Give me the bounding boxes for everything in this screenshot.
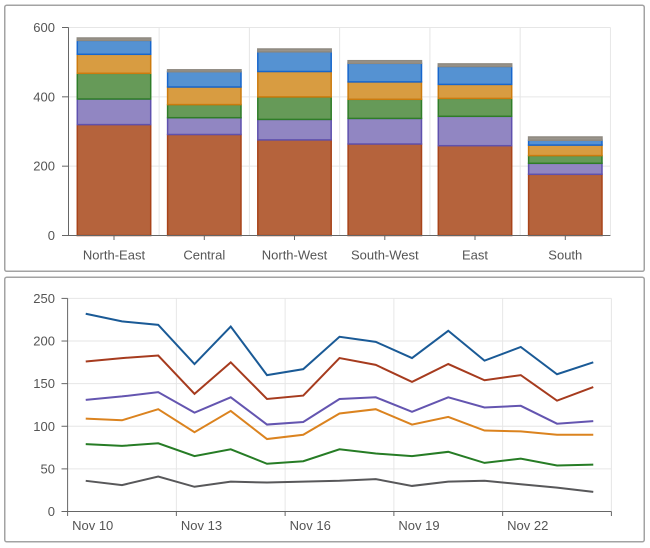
svg-text:100: 100: [33, 419, 55, 434]
svg-text:250: 250: [33, 291, 55, 306]
svg-text:South-West: South-West: [351, 248, 419, 263]
svg-text:600: 600: [33, 20, 55, 35]
svg-text:0: 0: [48, 504, 55, 519]
svg-text:Nov 22: Nov 22: [507, 518, 548, 533]
svg-text:0: 0: [48, 228, 55, 243]
svg-text:Nov 16: Nov 16: [290, 518, 331, 533]
svg-text:Nov 10: Nov 10: [72, 518, 113, 533]
svg-text:East: East: [462, 248, 488, 263]
svg-text:200: 200: [33, 159, 55, 174]
svg-text:Central: Central: [183, 248, 225, 263]
svg-text:North-East: North-East: [83, 248, 146, 263]
svg-text:200: 200: [33, 334, 55, 349]
svg-text:Nov 13: Nov 13: [181, 518, 222, 533]
svg-text:50: 50: [41, 461, 55, 476]
svg-text:Nov 19: Nov 19: [398, 518, 439, 533]
svg-text:150: 150: [33, 376, 55, 391]
svg-text:South: South: [548, 248, 582, 263]
svg-text:400: 400: [33, 89, 55, 104]
svg-text:North-West: North-West: [262, 248, 328, 263]
